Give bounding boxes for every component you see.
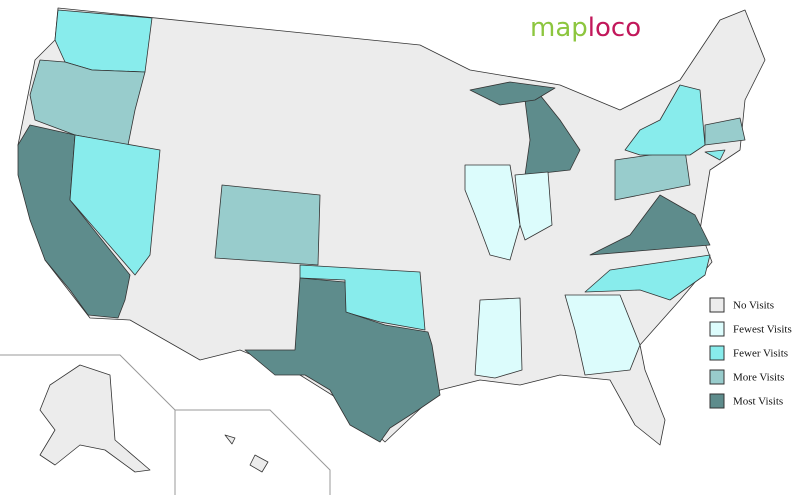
- state: [514, 171, 553, 241]
- state: [589, 194, 711, 256]
- legend-label: Fewer Visits: [733, 348, 788, 360]
- states: [17, 7, 766, 446]
- state: [469, 81, 556, 106]
- state: [244, 277, 441, 443]
- inset-border: [175, 409, 331, 495]
- legend-swatch: [709, 297, 725, 313]
- hawaii: [249, 454, 269, 473]
- state: [214, 184, 321, 266]
- state: [54, 9, 153, 73]
- legend-label: Fewest Visits: [733, 324, 792, 336]
- legend-label: No Visits: [733, 300, 774, 312]
- state: [564, 294, 641, 376]
- state: [474, 297, 523, 379]
- logo: maploco: [530, 13, 641, 43]
- legend-label: More Visits: [733, 372, 784, 384]
- state: [29, 59, 146, 146]
- state: [464, 164, 521, 261]
- legend-swatch: [709, 369, 725, 385]
- inset-border: [0, 354, 176, 495]
- state: [624, 84, 706, 156]
- insets: [0, 354, 331, 495]
- logo-part: loco: [588, 13, 641, 43]
- hawaii: [224, 434, 236, 445]
- alaska: [39, 364, 151, 473]
- legend-swatch: [709, 393, 725, 409]
- state: [584, 254, 711, 301]
- legend: No Visits Fewest Visits Fewer Visits More V…: [709, 297, 792, 409]
- state: [704, 117, 746, 146]
- legend-swatch: [709, 321, 725, 337]
- legend-label: Most Visits: [733, 396, 783, 408]
- state: [704, 149, 726, 161]
- state: [69, 134, 161, 276]
- legend-swatch: [709, 345, 725, 361]
- logo-part: map: [530, 13, 588, 43]
- state: [524, 94, 581, 176]
